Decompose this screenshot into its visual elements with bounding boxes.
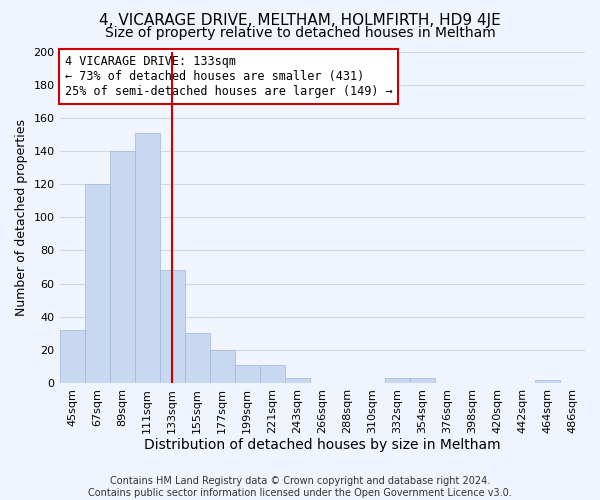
X-axis label: Distribution of detached houses by size in Meltham: Distribution of detached houses by size … — [144, 438, 500, 452]
Bar — [134, 132, 160, 383]
Bar — [385, 378, 410, 383]
Text: 4, VICARAGE DRIVE, MELTHAM, HOLMFIRTH, HD9 4JE: 4, VICARAGE DRIVE, MELTHAM, HOLMFIRTH, H… — [99, 12, 501, 28]
Text: Size of property relative to detached houses in Meltham: Size of property relative to detached ho… — [104, 26, 496, 40]
Bar — [85, 184, 110, 383]
Bar — [209, 350, 235, 383]
Bar — [235, 364, 260, 383]
Bar — [160, 270, 185, 383]
Bar — [185, 333, 209, 383]
Text: Contains HM Land Registry data © Crown copyright and database right 2024.
Contai: Contains HM Land Registry data © Crown c… — [88, 476, 512, 498]
Bar — [285, 378, 310, 383]
Bar — [260, 364, 285, 383]
Y-axis label: Number of detached properties: Number of detached properties — [15, 118, 28, 316]
Bar — [59, 330, 85, 383]
Bar — [535, 380, 560, 383]
Text: 4 VICARAGE DRIVE: 133sqm
← 73% of detached houses are smaller (431)
25% of semi-: 4 VICARAGE DRIVE: 133sqm ← 73% of detach… — [65, 55, 392, 98]
Bar — [410, 378, 435, 383]
Bar — [110, 151, 134, 383]
